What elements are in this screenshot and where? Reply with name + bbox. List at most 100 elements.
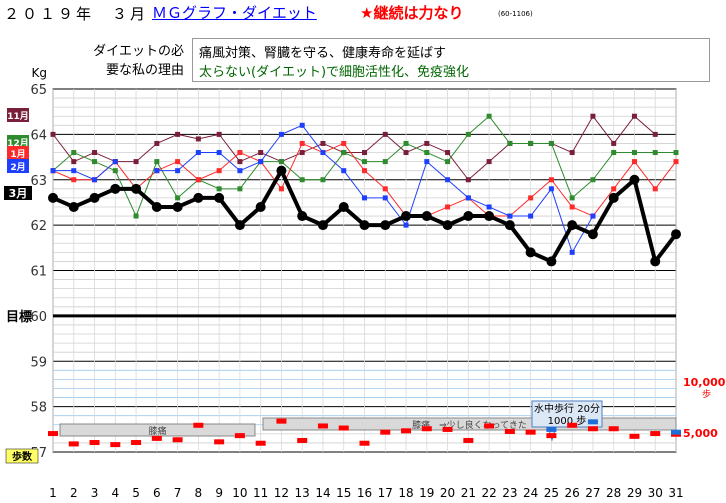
x-tick-label: 29: [627, 486, 642, 500]
data-point: [570, 195, 575, 200]
x-tick-label: 9: [215, 486, 223, 500]
data-point: [300, 123, 305, 128]
steps-bar: [90, 440, 100, 445]
data-point: [632, 150, 637, 155]
data-point: [487, 204, 492, 209]
data-point: [653, 150, 658, 155]
data-point: [590, 177, 595, 182]
data-point: [445, 159, 450, 164]
data-point: [71, 159, 76, 164]
data-point: [549, 177, 554, 182]
x-tick-label: 13: [295, 486, 310, 500]
data-point: [175, 168, 180, 173]
data-point: [383, 186, 388, 191]
data-point: [362, 168, 367, 173]
data-point: [609, 193, 619, 203]
data-point: [175, 132, 180, 137]
data-point: [300, 150, 305, 155]
data-point: [404, 223, 409, 228]
data-point: [383, 195, 388, 200]
steps-bar: [152, 436, 162, 441]
data-point: [92, 150, 97, 155]
steps-bar: [401, 428, 411, 433]
steps-legend-label: 歩数: [12, 450, 33, 463]
x-tick-label: 15: [336, 486, 351, 500]
data-point: [507, 214, 512, 219]
steps-bar: [422, 426, 432, 431]
data-point: [341, 141, 346, 146]
data-point: [443, 220, 453, 230]
steps-bar: [214, 439, 224, 444]
steps-bar: [380, 430, 390, 435]
x-tick-label: 11: [253, 486, 268, 500]
x-tick-label: 7: [174, 486, 182, 500]
data-point: [258, 150, 263, 155]
data-point: [445, 177, 450, 182]
x-tick-label: 25: [544, 486, 559, 500]
data-point: [611, 141, 616, 146]
data-point: [466, 132, 471, 137]
data-point: [196, 150, 201, 155]
data-point: [362, 150, 367, 155]
data-point: [175, 159, 180, 164]
steps-bar: [276, 419, 286, 424]
legend-label: 11月: [7, 111, 29, 122]
data-point: [217, 150, 222, 155]
x-tick-label: 23: [502, 486, 517, 500]
x-tick-label: 21: [461, 486, 476, 500]
data-point: [424, 150, 429, 155]
grid: [53, 89, 676, 452]
steps-bar: [339, 426, 349, 431]
data-point: [320, 150, 325, 155]
data-point: [339, 202, 349, 212]
data-point: [422, 211, 432, 221]
steps-bar: [650, 431, 660, 436]
data-point: [588, 229, 598, 239]
data-point: [466, 177, 471, 182]
x-tick-label: 2: [70, 486, 78, 500]
x-tick-label: 5: [132, 486, 140, 500]
x-tick-label: 10: [232, 486, 247, 500]
callout-text: 水中歩行 20分: [534, 402, 600, 415]
data-point: [71, 177, 76, 182]
data-point: [51, 168, 56, 173]
data-point: [424, 159, 429, 164]
data-point: [674, 159, 679, 164]
x-tick-label: 31: [668, 486, 683, 500]
data-point: [549, 186, 554, 191]
data-point: [549, 141, 554, 146]
data-point: [92, 159, 97, 164]
steps-bar-other: [671, 430, 681, 435]
data-point: [175, 195, 180, 200]
data-point: [611, 186, 616, 191]
x-tick-label: 20: [440, 486, 455, 500]
data-point: [48, 193, 58, 203]
data-point: [237, 159, 242, 164]
y-unit-label: Kg: [32, 66, 48, 80]
steps-bar: [546, 433, 556, 438]
data-point: [341, 168, 346, 173]
data-point: [51, 132, 56, 137]
data-point: [611, 150, 616, 155]
data-point: [300, 177, 305, 182]
y-tick-label: 60: [30, 310, 47, 325]
data-point: [214, 193, 224, 203]
data-point: [632, 114, 637, 119]
legend-label: 2月: [10, 162, 25, 173]
steps-bar: [193, 423, 203, 428]
data-point: [383, 132, 388, 137]
y-tick-label: 63: [30, 174, 47, 189]
data-point: [341, 150, 346, 155]
data-point: [110, 184, 120, 194]
x-tick-label: 6: [153, 486, 161, 500]
steps-bar: [567, 423, 577, 428]
x-tick-label: 3: [91, 486, 99, 500]
x-tick-label: 22: [481, 486, 496, 500]
data-point: [134, 214, 139, 219]
data-point: [154, 141, 159, 146]
legend-label: 3月: [9, 187, 28, 200]
note-text: 膝痛: [148, 425, 166, 437]
data-point: [404, 141, 409, 146]
data-point: [279, 159, 284, 164]
